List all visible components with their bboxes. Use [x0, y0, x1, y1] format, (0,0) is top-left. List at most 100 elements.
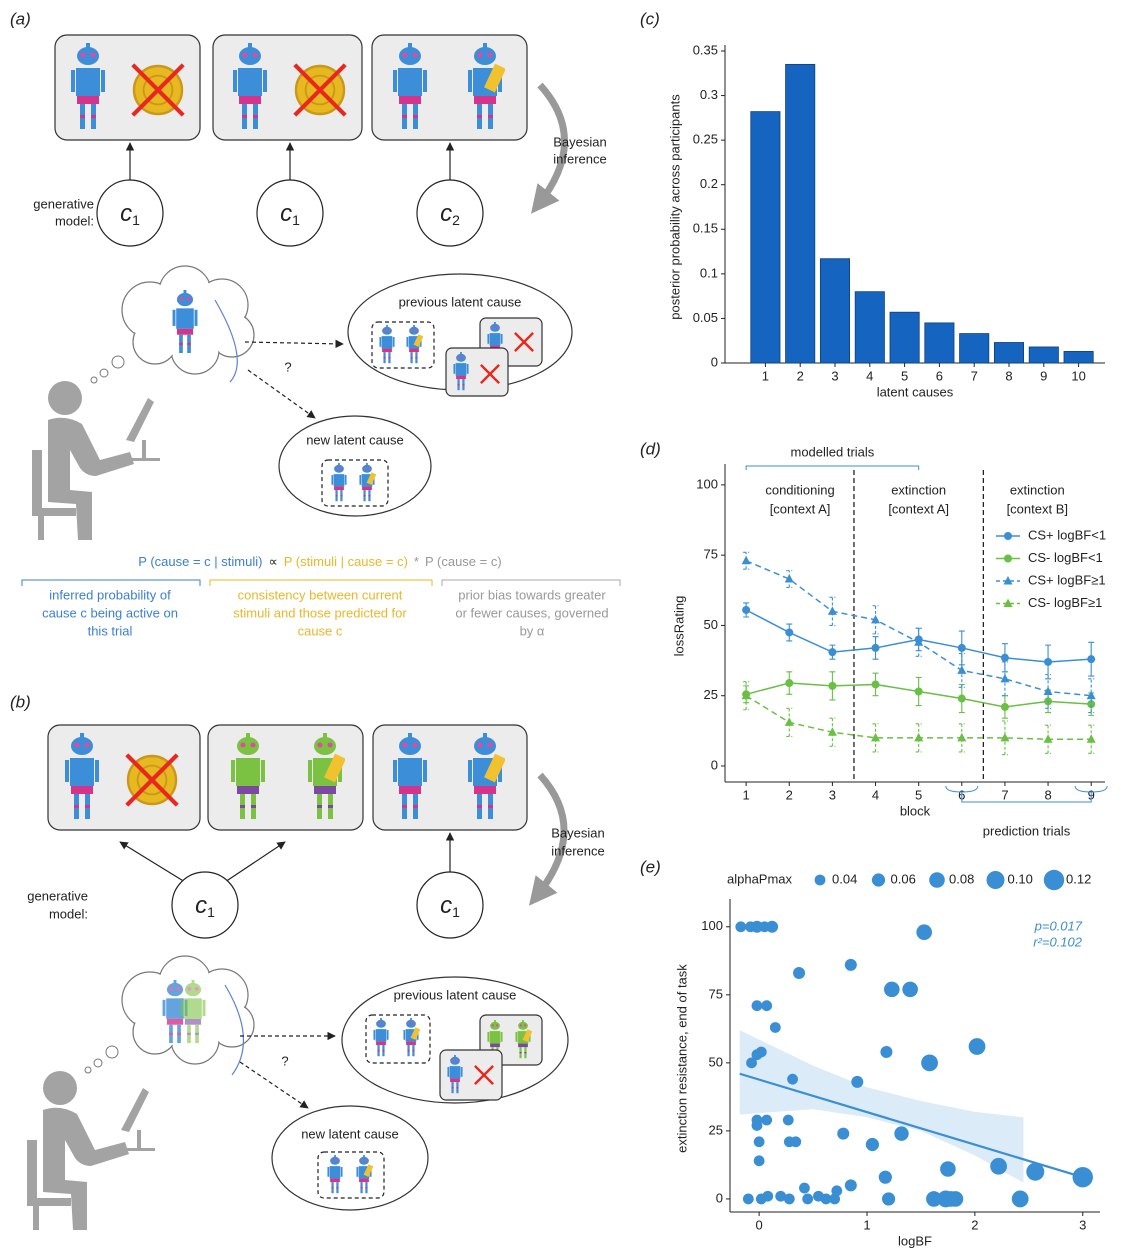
y-tick-label: 25 [709, 1122, 723, 1137]
x-axis-title: logBF [898, 1233, 932, 1248]
bar [924, 322, 955, 364]
y-tick-label: 50 [704, 617, 718, 632]
legend-label: CS+ logBF<1 [1028, 527, 1106, 542]
fit-line [739, 1072, 1084, 1179]
cause-node [96, 179, 164, 247]
x-tick-label: 3 [1079, 1217, 1086, 1232]
legend-label: CS- logBF≥1 [1028, 595, 1102, 610]
bar [854, 291, 885, 364]
phase-label: [context A] [888, 501, 949, 516]
point [871, 643, 880, 652]
phase-label: [context B] [1007, 501, 1068, 516]
point [746, 1057, 757, 1069]
x-tick-label: 4 [866, 368, 873, 383]
point [829, 1193, 841, 1205]
y-tick-label: 0 [716, 1190, 723, 1205]
point [1087, 700, 1096, 709]
series [741, 681, 1096, 756]
bracket [945, 785, 1108, 803]
y-tick-label: 0.3 [700, 87, 718, 102]
point [921, 1054, 938, 1072]
error-bar [743, 681, 750, 711]
y-tick-label: 0.05 [693, 310, 718, 325]
point [916, 924, 932, 941]
y-tick-label: 100 [696, 476, 718, 491]
y-tick-label: 75 [704, 547, 718, 562]
point [784, 717, 794, 726]
panel-label: (d) [640, 439, 661, 458]
size-legend-mark [814, 874, 826, 886]
cause-sub: 1 [207, 904, 215, 920]
annotation: prediction trials [983, 823, 1071, 838]
y-tick-label: 0.35 [693, 42, 718, 57]
point [1000, 653, 1009, 662]
point [761, 1000, 773, 1012]
x-tick-label: 9 [1040, 368, 1047, 383]
y-axis-title: lossRating [671, 596, 686, 657]
point [827, 727, 837, 736]
bar [750, 111, 781, 364]
point [837, 1127, 850, 1140]
point [802, 1193, 814, 1205]
error-bar [1045, 724, 1052, 754]
memory-box [371, 321, 435, 369]
bracket [21, 579, 201, 586]
panel-b: (b) Bayesian inference generative model:… [10, 692, 605, 1230]
y-tick-label: 75 [709, 986, 723, 1001]
cause-label: c2 [440, 200, 460, 227]
point [799, 1182, 810, 1194]
panel-label: (b) [10, 692, 31, 711]
point [785, 679, 794, 688]
memory-box [317, 1151, 385, 1199]
cause-label: c1 [120, 200, 140, 227]
size-legend-mark [871, 873, 886, 887]
y-tick-label: 0.2 [700, 176, 718, 191]
point [844, 1179, 857, 1192]
point [871, 614, 881, 624]
generative-label: generative [33, 196, 94, 211]
cause-sub: 1 [132, 212, 140, 228]
x-tick-label: 3 [831, 368, 838, 383]
point [1000, 673, 1010, 683]
cause-label: c1 [440, 892, 460, 919]
memory-box [439, 1049, 503, 1101]
error-bar [872, 605, 879, 635]
new-cause-label: new latent cause [301, 1126, 399, 1141]
point [851, 1075, 864, 1088]
y-tick-label: 0 [711, 354, 718, 369]
point [947, 1191, 964, 1207]
inference-label: inference [551, 843, 604, 858]
y-tick-label: 50 [709, 1054, 723, 1069]
x-tick-label: 5 [901, 368, 908, 383]
cause-sub: 1 [452, 904, 460, 920]
point [865, 1137, 879, 1152]
explanation: inferred probability of [49, 587, 171, 602]
point [769, 1022, 781, 1033]
equation-operator: * [414, 554, 419, 569]
size-legend-title: alphaPmax [727, 871, 793, 886]
point [741, 555, 751, 565]
confidence-band [739, 1030, 1024, 1183]
x-tick-label: 2 [971, 1217, 978, 1232]
y-axis-title: extinction resistance, end of task [674, 964, 689, 1153]
cause-node [256, 179, 324, 247]
participant-icon [27, 1071, 155, 1230]
point [753, 1155, 765, 1167]
size-legend-label: 0.12 [1066, 871, 1091, 886]
generative-label: model: [49, 906, 88, 921]
bar [819, 258, 851, 364]
point [894, 1126, 909, 1141]
point [914, 732, 924, 742]
new-cause-label: new latent cause [306, 432, 404, 447]
y-tick-label: 0 [711, 757, 718, 772]
point [762, 1190, 774, 1202]
inference-arrow [528, 772, 568, 906]
y-tick-label: 25 [704, 687, 718, 702]
point [884, 981, 900, 998]
cause-base: c [440, 200, 452, 227]
point [735, 921, 747, 933]
cause-base: c [280, 200, 292, 227]
x-tick-label: 1 [863, 1217, 870, 1232]
error-bar [829, 717, 836, 747]
equation-term: P (cause = c | stimuli) [138, 554, 262, 569]
